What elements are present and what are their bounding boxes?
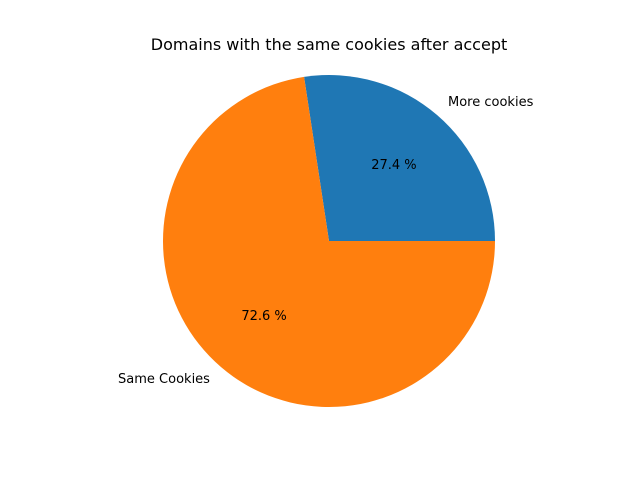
pie-slice-same-cookies (162, 76, 496, 407)
slice-label-more-cookies: More cookies (448, 95, 534, 110)
slice-percent-same-cookies: 72.6 % (241, 309, 286, 324)
pie-slices (162, 75, 496, 407)
chart-title: Domains with the same cookies after acce… (151, 35, 508, 54)
pie-slice-more-cookies (304, 75, 495, 241)
pie-labels: More cookies 27.4 % Same Cookies 72.6 % (118, 95, 534, 387)
slice-label-same-cookies: Same Cookies (118, 372, 210, 387)
slice-percent-more-cookies: 27.4 % (371, 158, 416, 173)
